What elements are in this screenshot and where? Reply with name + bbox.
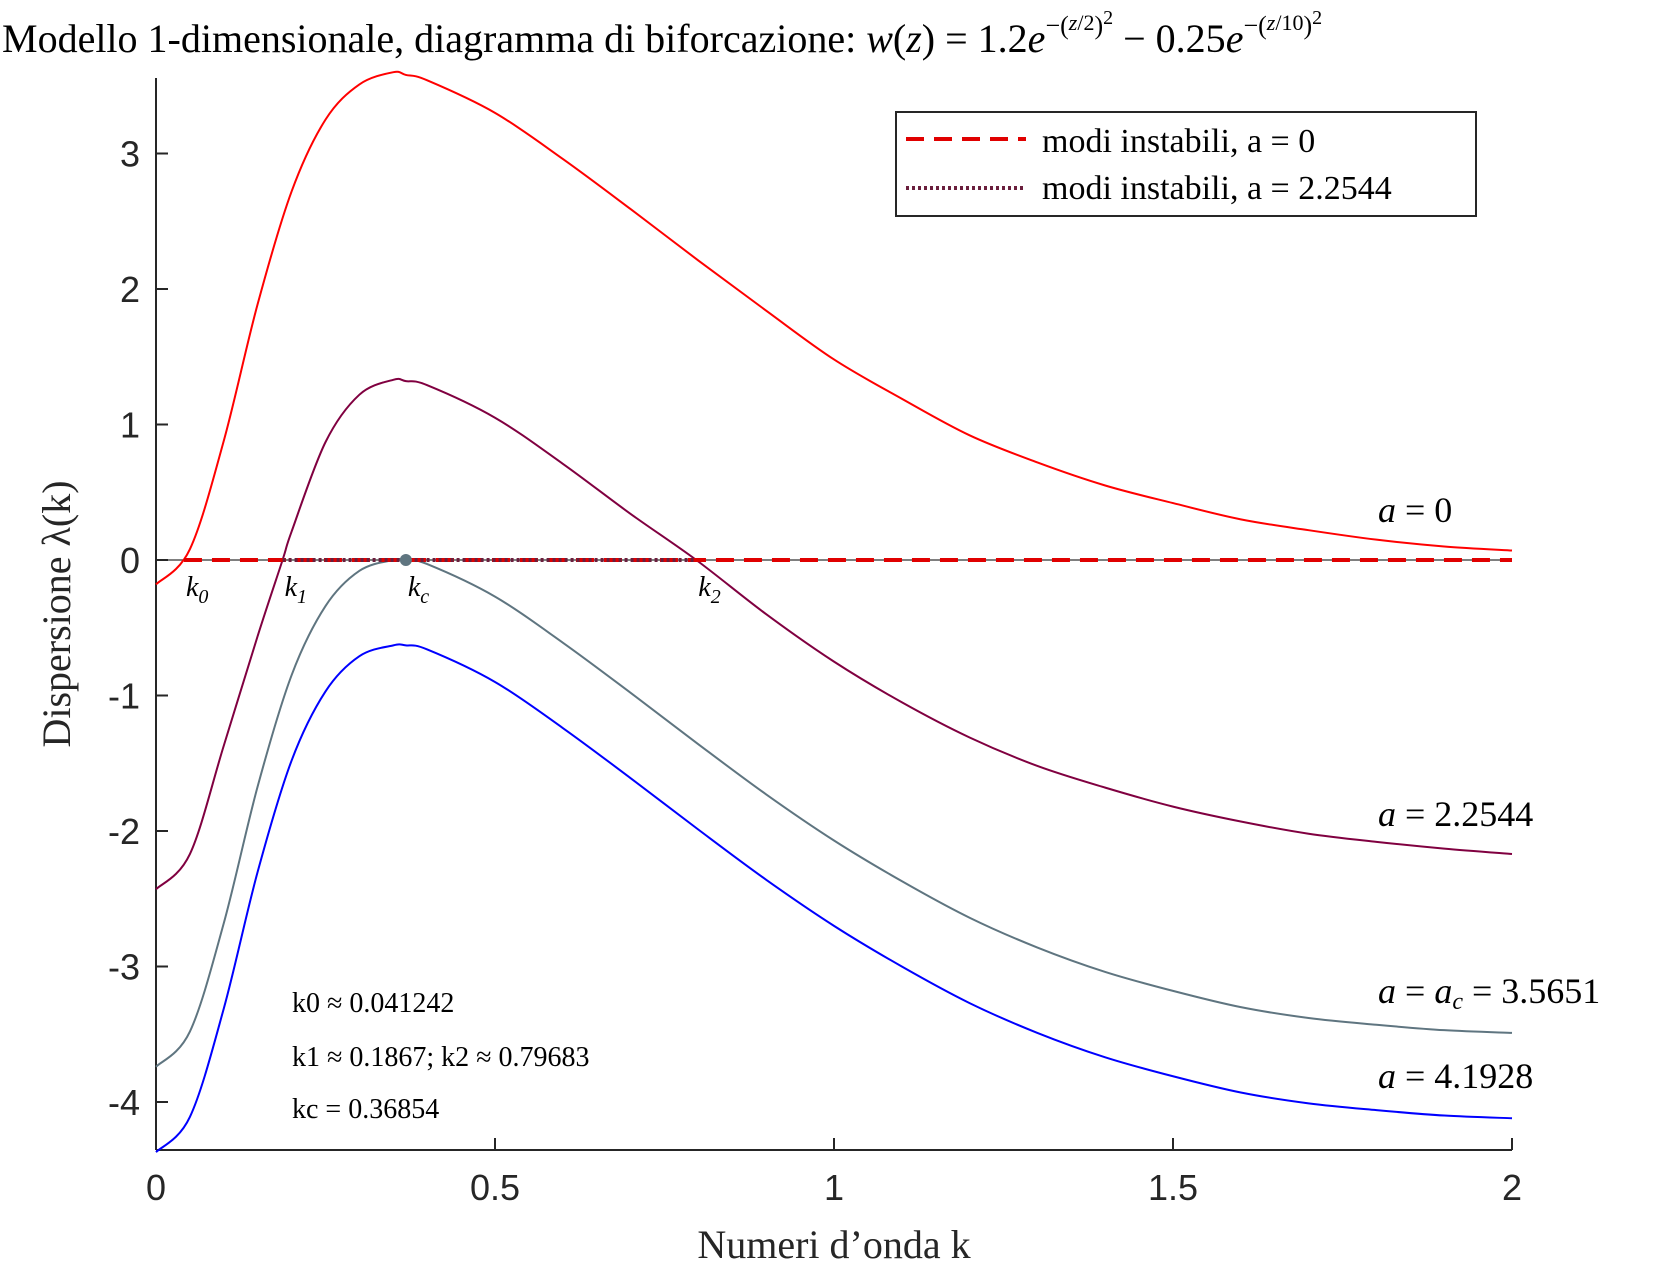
- curve-label-a2: a = 2.2544: [1378, 794, 1533, 834]
- x-axis-label: Numeri d’onda k: [697, 1222, 970, 1264]
- annotation-kc: kc = 0.36854: [292, 1094, 439, 1125]
- y-tick-label: 0: [120, 540, 140, 581]
- k-values-annotation: k0 ≈ 0.041242 k1 ≈ 0.1867; k2 ≈ 0.79683 …: [292, 988, 590, 1125]
- title-text: Modello 1-dimensionale, diagramma di bif…: [2, 16, 866, 61]
- x-tick-label: 1.5: [1148, 1167, 1198, 1208]
- legend-label-1: modi instabili, a = 2.2544: [1042, 170, 1392, 207]
- k-marker-k0: k0: [186, 572, 208, 608]
- annotation-k0: k0 ≈ 0.041242: [292, 988, 454, 1019]
- y-tick-label: -2: [108, 811, 140, 852]
- y-tick-label: 3: [120, 134, 140, 175]
- curve-label-ac: a = ac = 3.5651: [1378, 971, 1600, 1015]
- x-ticks: 0 0.5 1 1.5 2: [146, 1138, 1522, 1208]
- x-tick-label: 0: [146, 1167, 166, 1208]
- legend-label-0: modi instabili, a = 0: [1042, 123, 1315, 160]
- y-axis-label: Dispersione λ(k): [34, 480, 79, 747]
- curve-labels: a = 0 a = 2.2544 a = ac = 3.5651 a = 4.1…: [1378, 490, 1600, 1096]
- k-marker-k1: k1: [285, 572, 307, 608]
- legend: modi instabili, a = 0 modi instabili, a …: [895, 111, 1477, 217]
- y-tick-label: -3: [108, 947, 140, 988]
- k-marker-kc: kc: [408, 572, 429, 608]
- y-tick-label: -4: [108, 1082, 140, 1123]
- x-tick-label: 0.5: [470, 1167, 520, 1208]
- annotation-k1-k2: k1 ≈ 0.1867; k2 ≈ 0.79683: [292, 1042, 590, 1073]
- series-line-2: [155, 558, 1513, 1068]
- y-tick-label: 2: [120, 269, 140, 310]
- series-line-3: [155, 643, 1513, 1153]
- y-tick-label: -1: [108, 676, 140, 717]
- series-line-1: [155, 377, 1513, 891]
- series-line-0: [155, 70, 1513, 586]
- chart-title: Modello 1-dimensionale, diagramma di bif…: [2, 7, 1322, 61]
- series-curves: [155, 70, 1513, 1153]
- y-ticks: -4 -3 -2 -1 0 1 2 3: [108, 134, 168, 1123]
- curve-label-a0: a = 0: [1378, 490, 1452, 530]
- y-tick-label: 1: [120, 405, 140, 446]
- critical-point: [399, 554, 412, 566]
- k-marker-k2: k2: [698, 572, 720, 608]
- legend-box: [895, 111, 1477, 217]
- x-tick-label: 2: [1502, 1167, 1522, 1208]
- x-tick-label: 1: [824, 1167, 844, 1208]
- k-marker-labels: k0 k1 kc k2: [186, 572, 721, 608]
- curve-label-a4: a = 4.1928: [1378, 1056, 1533, 1096]
